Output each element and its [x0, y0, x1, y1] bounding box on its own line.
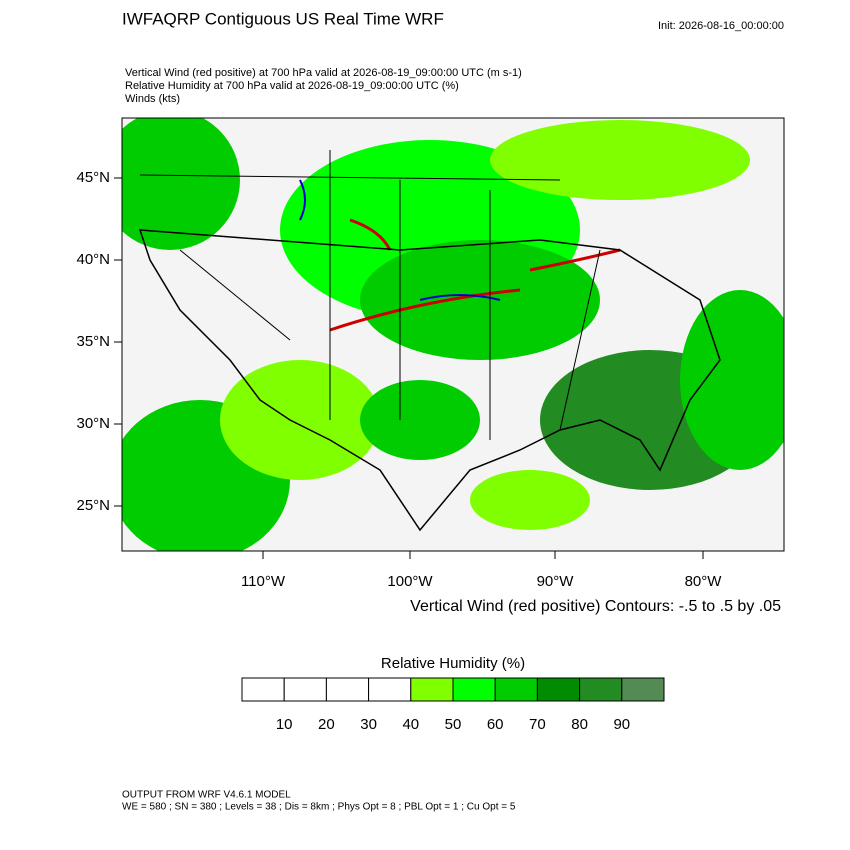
- colorbar: 10 20 30 40 50 60 70 80 90: [241, 677, 665, 733]
- colorbar-label: 20: [318, 716, 335, 733]
- colorbar-label: 90: [613, 716, 630, 733]
- humidity-area: [360, 240, 600, 360]
- colorbar-box: [621, 677, 665, 702]
- field-line: Winds (kts): [125, 93, 180, 105]
- colorbar-title: Relative Humidity (%): [381, 655, 525, 672]
- state-border: [139, 150, 601, 440]
- colorbar-box: [368, 677, 412, 702]
- lat-label: 25°N: [76, 497, 110, 514]
- humidity-area: [470, 470, 590, 530]
- init-time: Init: 2026-08-16_00:00:00: [658, 20, 784, 32]
- humidity-area: [360, 380, 480, 460]
- colorbar-label: 30: [360, 716, 377, 733]
- vertical-wind-contour: [329, 218, 621, 332]
- colorbar-label: 50: [445, 716, 462, 733]
- lon-label: 90°W: [537, 573, 575, 590]
- map: [121, 117, 785, 552]
- lon-label: 100°W: [387, 573, 433, 590]
- humidity-field: [122, 118, 784, 551]
- colorbar-box: [579, 677, 623, 702]
- map-frame: [121, 117, 785, 552]
- field-line: Vertical Wind (red positive) at 700 hPa …: [125, 67, 522, 79]
- colorbar-label: 80: [571, 716, 588, 733]
- humidity-area: [680, 290, 784, 470]
- colorbar-box: [536, 677, 581, 702]
- map-axes: 45°N 40°N 35°N 30°N 25°N 110°W 100°W 90°W 80°W: [76, 169, 722, 590]
- lat-label: 35°N: [76, 333, 110, 350]
- footer-model: OUTPUT FROM WRF V4.6.1 MODEL: [122, 790, 291, 801]
- footer-details: WE = 580 ; SN = 380 ; Levels = 38 ; Dis …: [122, 802, 516, 813]
- colorbar-label: 40: [402, 716, 419, 733]
- humidity-area: [122, 118, 240, 250]
- colorbar-label: 60: [487, 716, 504, 733]
- lat-label: 40°N: [76, 251, 110, 268]
- colorbar-box: [494, 677, 538, 702]
- lat-label: 45°N: [76, 169, 110, 186]
- colorbar-box: [452, 677, 496, 702]
- lon-label: 80°W: [685, 573, 723, 590]
- field-line: Relative Humidity at 700 hPa valid at 20…: [125, 80, 459, 92]
- lat-label: 30°N: [76, 415, 110, 432]
- contour-note: Vertical Wind (red positive) Contours: -…: [410, 598, 781, 615]
- coastline: [138, 229, 721, 532]
- colorbar-label: 70: [529, 716, 546, 733]
- lon-label: 110°W: [241, 573, 286, 590]
- colorbar-box: [410, 677, 454, 702]
- title: IWFAQRP Contiguous US Real Time WRF: [122, 9, 444, 28]
- colorbar-box: [325, 677, 370, 702]
- colorbar-box: [283, 677, 327, 702]
- colorbar-box: [241, 677, 285, 702]
- vertical-wind-contour: [299, 179, 501, 301]
- colorbar-label: 10: [276, 716, 293, 733]
- humidity-area: [490, 120, 750, 200]
- humidity-area: [220, 360, 380, 480]
